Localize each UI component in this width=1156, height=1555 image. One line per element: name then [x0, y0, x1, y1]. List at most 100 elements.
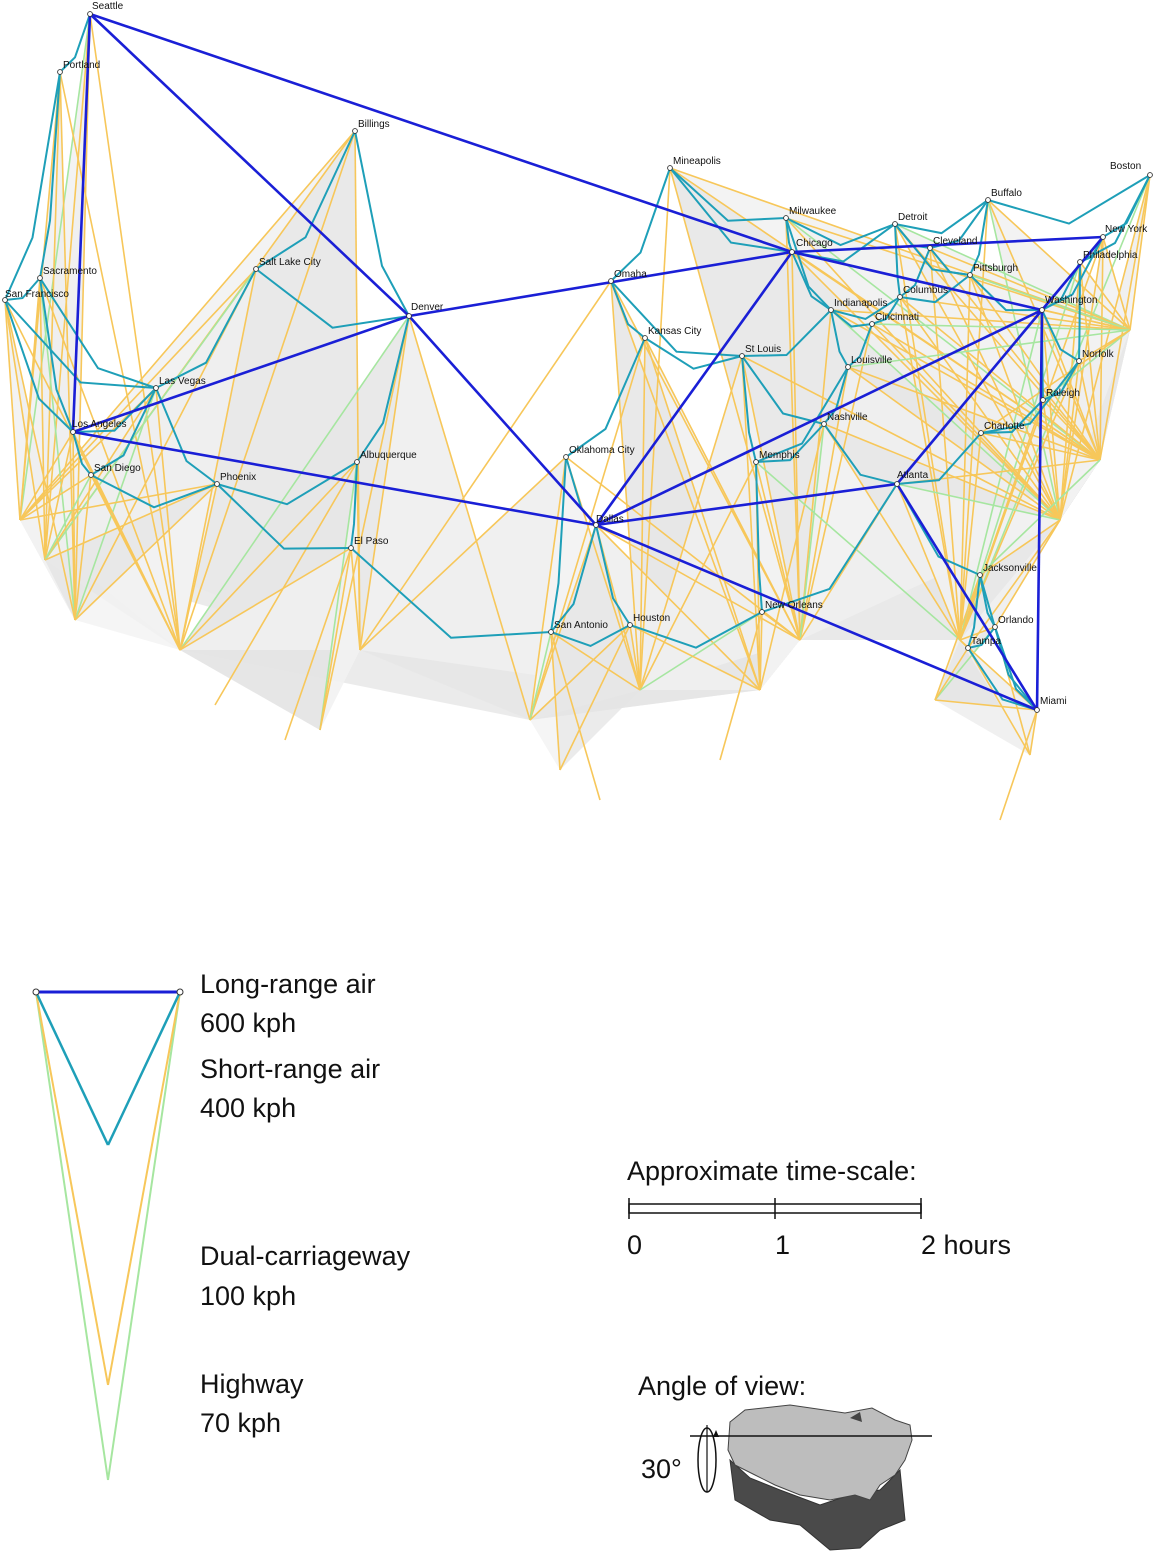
dual-carriageway-link	[1079, 261, 1101, 461]
short-range-air-link	[550, 456, 567, 633]
city-label: Boston	[1110, 161, 1141, 172]
dual-carriageway-link	[761, 611, 801, 641]
short-range-air-link	[994, 626, 1038, 711]
city-cleveland: Cleveland	[927, 236, 977, 251]
dual-carriageway-link	[595, 524, 801, 641]
city-label: Mineapolis	[673, 156, 721, 167]
long-range-air-link-atlanta-miami	[895, 483, 1039, 711]
short-range-air-links	[4, 13, 1151, 711]
dual-carriageway-link	[644, 337, 801, 641]
city-detroit: Detroit	[892, 212, 928, 227]
highway-link	[755, 461, 961, 641]
long-range-air-link-seattle-chicago	[89, 12, 793, 254]
city-el-paso: El Paso	[348, 536, 389, 551]
time-scale-label-1: 1	[775, 1230, 790, 1260]
short-range-air-link	[899, 274, 971, 304]
legend-short-air-title: Short-range air	[200, 1054, 380, 1084]
short-range-air-link	[823, 423, 898, 485]
short-range-air-link	[550, 524, 597, 633]
dual-carriageway-link	[19, 431, 74, 521]
dual-carriageway-link	[980, 329, 1131, 434]
city-node	[406, 313, 412, 319]
dual-carriageway-link	[19, 268, 257, 521]
long-range-air-links	[71, 12, 1104, 712]
dual-carriageway-link	[1099, 174, 1151, 461]
city-label: St Louis	[745, 344, 781, 355]
dual-carriageway-link	[4, 299, 21, 521]
long-range-air-link-chicago-washington	[791, 250, 1043, 312]
dual-carriageway-link	[19, 277, 41, 521]
city-label: Washington	[1045, 295, 1097, 306]
city-label: Milwaukee	[789, 206, 837, 217]
city-label: Cincinnati	[875, 312, 919, 323]
city-label: Columbus	[903, 285, 948, 296]
city-label: San Antonio	[554, 620, 608, 631]
dual-carriageway-link	[799, 366, 849, 641]
highway-link	[799, 423, 825, 641]
city-label: Louisville	[851, 355, 893, 366]
city-node	[967, 272, 973, 278]
dual-carriageway-link	[830, 309, 1101, 461]
short-range-air-link	[980, 360, 1080, 434]
dual-carriageway-link	[595, 524, 761, 691]
city-atlanta: Atlanta	[894, 470, 929, 487]
dual-carriageway-link	[899, 296, 1101, 461]
city-las-vegas: Las Vegas	[153, 376, 206, 391]
dual-carriageway-link	[529, 337, 646, 721]
city-node	[348, 545, 354, 551]
city-label: Raleigh	[1046, 388, 1080, 399]
city-node	[667, 165, 673, 171]
long-range-air-link-washington-atlanta	[896, 309, 1043, 485]
legend-short-air-right	[106, 991, 182, 1146]
dual-carriageway-link	[871, 323, 1061, 521]
short-range-air-link	[550, 624, 631, 648]
short-range-air-link	[356, 315, 410, 463]
city-norfolk: Norfolk	[1076, 349, 1115, 364]
dual-carriageway-link	[550, 631, 601, 801]
dual-carriageway-link	[19, 483, 218, 521]
short-range-air-link	[987, 174, 1151, 225]
dual-carriageway-link	[1059, 360, 1080, 521]
dual-carriageway-link	[550, 631, 641, 691]
city-node	[992, 624, 998, 630]
city-node	[821, 421, 827, 427]
city-houston: Houston	[627, 613, 670, 628]
legend-highway-right	[107, 991, 181, 1481]
city-node	[1076, 358, 1082, 364]
short-range-air-link	[741, 309, 832, 357]
legend-node-left	[32, 988, 40, 996]
highway-link	[19, 13, 91, 521]
city-label: Charlotte	[984, 421, 1025, 432]
dual-carriageway-link	[741, 355, 761, 691]
city-label: Miami	[1040, 696, 1067, 707]
highway-link	[639, 611, 763, 691]
long-range-air-link-seattle-los-angeles	[71, 13, 92, 433]
city-san-diego: San Diego	[88, 463, 141, 478]
city-node	[828, 307, 834, 313]
dual-carriageway-link	[1029, 709, 1038, 756]
surface-facet	[180, 548, 360, 650]
legend-highway-speed: 70 kph	[200, 1408, 281, 1438]
dual-carriageway-link	[639, 167, 671, 691]
dual-carriageway-link	[559, 624, 631, 771]
short-range-air-link	[39, 277, 157, 389]
dual-carriageway-link	[719, 611, 763, 761]
dual-carriageway-link	[1099, 236, 1104, 461]
city-label: Cleveland	[933, 236, 977, 247]
dual-carriageway-link	[967, 519, 1061, 649]
short-range-air-link	[610, 280, 646, 339]
surface-facet	[800, 484, 1060, 640]
city-label: Albuquerque	[360, 450, 417, 461]
city-tampa: Tampa	[965, 636, 1001, 651]
long-range-air-link-chicago-new-york	[791, 235, 1104, 254]
city-node	[1147, 172, 1153, 178]
city-sacramento: Sacramento	[37, 266, 97, 281]
city-label: Atlanta	[897, 470, 929, 481]
dual-carriageway-link	[284, 547, 352, 741]
short-range-air-link	[871, 296, 901, 325]
dual-carriageway-link	[529, 456, 567, 721]
city-node	[548, 629, 554, 635]
city-milwaukee: Milwaukee	[783, 206, 837, 221]
short-range-air-link	[669, 167, 787, 222]
city-kansas-city: Kansas City	[642, 326, 701, 341]
